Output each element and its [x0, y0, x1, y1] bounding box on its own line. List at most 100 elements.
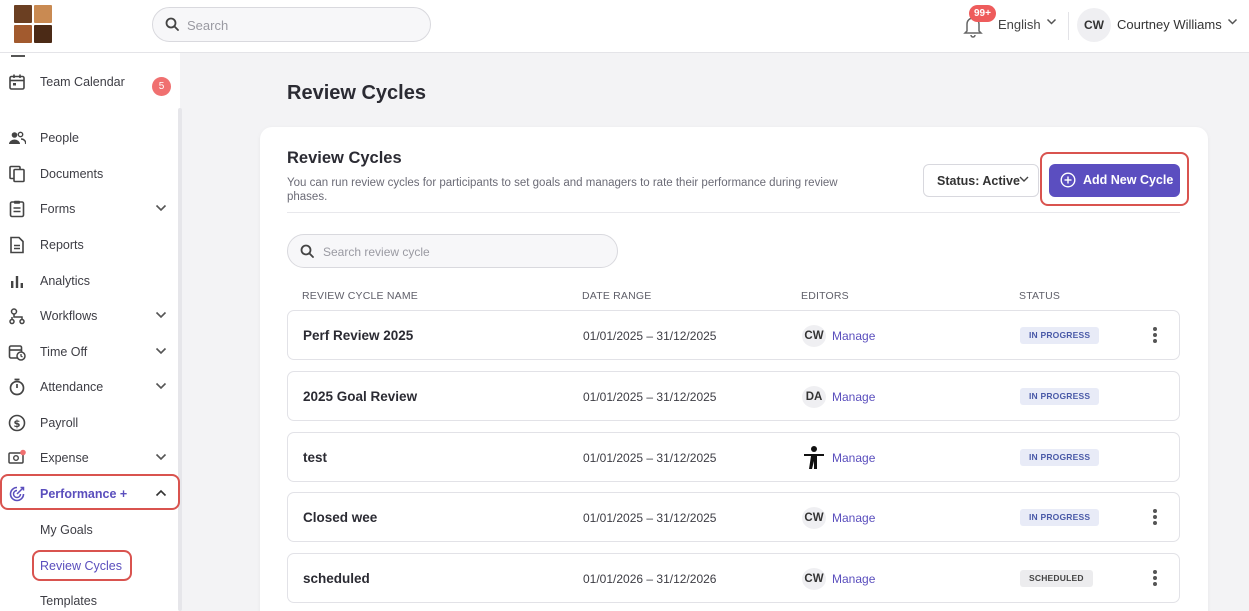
- sidebar-item-label: Expense: [40, 451, 89, 465]
- sidebar-item-label: Time Off: [40, 345, 88, 359]
- sidebar-item-label: Analytics: [40, 274, 91, 288]
- cycle-date-range: 01/01/2026 – 31/12/2026: [583, 572, 717, 586]
- manage-editors-link[interactable]: Manage: [832, 572, 876, 586]
- sidebar-item-label: Attendance: [40, 380, 104, 394]
- sidebar-item-performance[interactable]: Performance +: [0, 479, 180, 509]
- time-off-icon: [8, 345, 26, 361]
- stopwatch-icon: [9, 378, 25, 396]
- user-name[interactable]: Courtney Williams: [1117, 17, 1222, 32]
- chevron-down-icon[interactable]: [155, 347, 167, 355]
- manage-editors-link[interactable]: Manage: [832, 451, 876, 465]
- more-options-icon[interactable]: [1150, 326, 1160, 346]
- forms-icon: [9, 200, 25, 218]
- top-bar: 99+ English CW Courtney Williams: [0, 0, 1249, 53]
- column-header-editors[interactable]: EDITORS: [801, 290, 849, 302]
- cycle-search-input[interactable]: [323, 243, 603, 261]
- cycle-name[interactable]: Perf Review 2025: [303, 328, 414, 343]
- chevron-down-icon[interactable]: [1227, 18, 1238, 26]
- cycle-date-range: 01/01/2025 – 31/12/2025: [583, 390, 717, 404]
- table-row[interactable]: test 01/01/2025 – 31/12/2025 Manage IN P…: [287, 432, 1180, 482]
- table-row[interactable]: 2025 Goal Review 01/01/2025 – 31/12/2025…: [287, 371, 1180, 421]
- add-new-cycle-button[interactable]: Add New Cycle: [1049, 164, 1180, 197]
- collapsed-item-stub: [11, 53, 25, 57]
- sidebar-subitem-templates[interactable]: Templates: [40, 594, 97, 608]
- sidebar-item-label: Team Calendar: [40, 75, 125, 89]
- sidebar-subitem-my-goals[interactable]: My Goals: [40, 523, 93, 537]
- more-options-icon[interactable]: [1150, 569, 1160, 589]
- column-header-date-range[interactable]: DATE RANGE: [582, 290, 652, 302]
- user-avatar[interactable]: CW: [1077, 8, 1111, 42]
- documents-icon: [9, 165, 25, 183]
- sidebar-item-label: Workflows: [40, 309, 98, 323]
- sidebar-item-forms[interactable]: Forms: [0, 194, 180, 224]
- cycle-name[interactable]: Closed wee: [303, 510, 378, 525]
- sidebar: [0, 53, 180, 611]
- dollar-icon: $: [8, 414, 26, 432]
- status-badge: SCHEDULED: [1020, 570, 1093, 587]
- status-badge: IN PROGRESS: [1020, 327, 1100, 344]
- analytics-icon: [11, 276, 23, 288]
- add-new-cycle-label: Add New Cycle: [1083, 173, 1174, 187]
- cycle-name[interactable]: scheduled: [303, 571, 370, 586]
- more-options-icon[interactable]: [1150, 508, 1160, 528]
- sidebar-item-label: Payroll: [40, 416, 79, 430]
- cycle-name[interactable]: test: [303, 450, 328, 465]
- chevron-up-icon[interactable]: [155, 489, 167, 497]
- notification-badge: 99+: [969, 5, 996, 22]
- column-header-name[interactable]: REVIEW CYCLE NAME: [302, 290, 419, 302]
- sidebar-item-people[interactable]: People: [0, 123, 180, 153]
- sidebar-item-label: Documents: [40, 167, 104, 181]
- language-selector[interactable]: English: [998, 17, 1041, 32]
- column-header-status[interactable]: STATUS: [1019, 290, 1061, 302]
- svg-text:$: $: [14, 419, 21, 430]
- table-row[interactable]: Perf Review 2025 01/01/2025 – 31/12/2025…: [287, 310, 1180, 360]
- chevron-down-icon[interactable]: [155, 311, 167, 319]
- workflows-icon: [9, 308, 25, 325]
- cycle-date-range: 01/01/2025 – 31/12/2025: [583, 451, 717, 465]
- status-filter-dropdown[interactable]: Status: Active: [923, 164, 1039, 197]
- global-search[interactable]: [152, 7, 431, 42]
- manage-editors-link[interactable]: Manage: [832, 511, 876, 525]
- sidebar-item-time-off[interactable]: Time Off: [0, 337, 180, 367]
- sidebar-item-documents[interactable]: Documents: [0, 159, 180, 189]
- cycle-name[interactable]: 2025 Goal Review: [303, 389, 418, 404]
- plus-circle-icon: [1060, 172, 1076, 188]
- chevron-down-icon[interactable]: [1046, 18, 1057, 26]
- cycle-date-range: 01/01/2025 – 31/12/2025: [583, 511, 717, 525]
- global-search-input[interactable]: [187, 16, 417, 34]
- page-title: Review Cycles: [287, 82, 426, 104]
- editor-avatar: DA: [802, 386, 826, 408]
- sidebar-item-payroll[interactable]: $ Payroll: [0, 408, 180, 438]
- chevron-down-icon: [1019, 176, 1029, 182]
- sidebar-item-team-calendar[interactable]: Team Calendar: [0, 67, 180, 97]
- chevron-down-icon[interactable]: [155, 453, 167, 461]
- performance-icon: [9, 486, 25, 502]
- sidebar-item-expense[interactable]: Expense: [0, 443, 180, 473]
- cycle-search[interactable]: [287, 234, 618, 268]
- search-icon: [165, 17, 179, 31]
- sidebar-scrollbar[interactable]: [178, 108, 182, 611]
- manage-editors-link[interactable]: Manage: [832, 329, 876, 343]
- people-icon: [9, 131, 26, 145]
- manage-editors-link[interactable]: Manage: [832, 390, 876, 404]
- divider: [287, 212, 1180, 213]
- status-filter-label: Status: Active: [937, 174, 1020, 188]
- table-row[interactable]: Closed wee 01/01/2025 – 31/12/2025 CW Ma…: [287, 492, 1180, 542]
- sidebar-item-label: People: [40, 131, 79, 145]
- chevron-down-icon[interactable]: [155, 382, 167, 390]
- sidebar-item-analytics[interactable]: Analytics: [0, 266, 180, 296]
- calendar-icon: [9, 74, 25, 90]
- chevron-down-icon[interactable]: [155, 204, 167, 212]
- sidebar-item-workflows[interactable]: Workflows: [0, 301, 180, 331]
- table-row[interactable]: scheduled 01/01/2026 – 31/12/2026 CW Man…: [287, 553, 1180, 603]
- person-silhouette-icon: [804, 446, 824, 469]
- sidebar-item-attendance[interactable]: Attendance: [0, 372, 180, 402]
- company-logo[interactable]: [14, 5, 52, 43]
- divider: [1068, 12, 1069, 40]
- sidebar-item-label: Performance +: [40, 487, 128, 501]
- sidebar-item-label: Reports: [40, 238, 84, 252]
- sidebar-subitem-review-cycles[interactable]: Review Cycles: [40, 559, 122, 573]
- status-badge: IN PROGRESS: [1020, 509, 1100, 526]
- cycle-date-range: 01/01/2025 – 31/12/2025: [583, 329, 717, 343]
- sidebar-item-reports[interactable]: Reports: [0, 230, 180, 260]
